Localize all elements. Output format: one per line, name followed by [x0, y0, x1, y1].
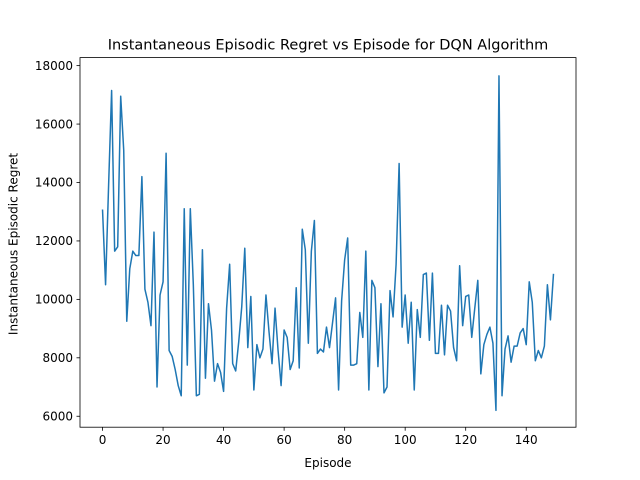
x-tick-label: 140 [515, 433, 538, 447]
x-tick-label: 0 [99, 433, 107, 447]
y-tick-label: 16000 [35, 117, 73, 131]
chart-title: Instantaneous Episodic Regret vs Episode… [108, 38, 549, 54]
x-tick-label: 80 [337, 433, 352, 447]
x-tick-label: 120 [454, 433, 477, 447]
x-tick-label: 100 [394, 433, 417, 447]
y-tick-label: 12000 [35, 234, 73, 248]
series-line [101, 75, 555, 412]
y-axis-label: Instantaneous Episodic Regret [7, 153, 21, 335]
y-tick-label: 14000 [35, 176, 73, 190]
x-tick-label: 60 [276, 433, 291, 447]
x-tick-label: 40 [216, 433, 231, 447]
y-tick-label: 10000 [35, 293, 73, 307]
y-tick-label: 8000 [42, 351, 73, 365]
y-tick-label: 18000 [35, 59, 73, 73]
y-axis: 6000 8000 10000 12000 14000 16000 18000 [35, 59, 80, 423]
x-axis-label: Episode [304, 456, 351, 470]
axes-frame [79, 57, 577, 428]
y-tick-label: 6000 [42, 409, 73, 423]
x-axis: 0 20 40 60 80 100 120 140 [99, 427, 538, 447]
plot-area [79, 57, 577, 428]
x-tick-label: 20 [155, 433, 170, 447]
